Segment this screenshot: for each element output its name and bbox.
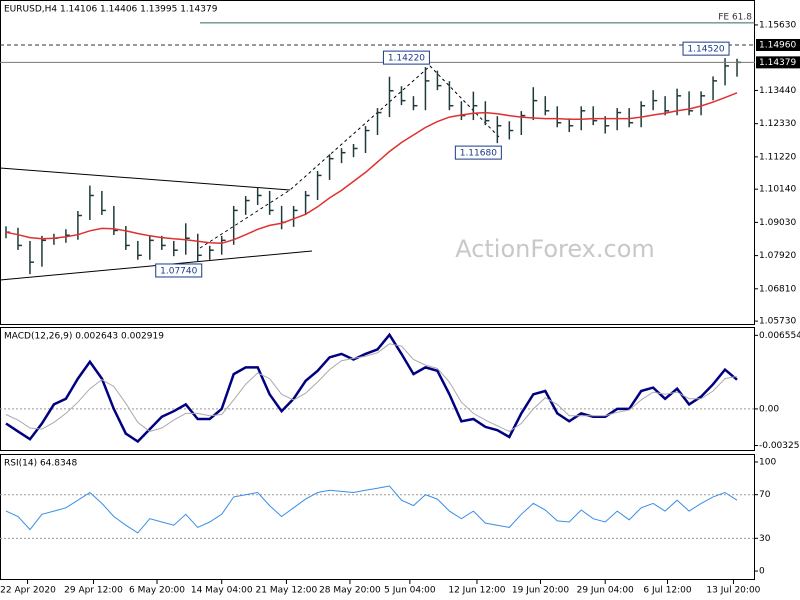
y-tick-label: 1.10140 bbox=[759, 185, 796, 195]
watermark: ActionForex.com bbox=[455, 235, 655, 263]
y-tick-label: 1.11220 bbox=[759, 152, 796, 162]
y-tick-label: 1.13440 bbox=[759, 86, 796, 96]
moving-average bbox=[5, 92, 738, 245]
x-tick-label: 21 May 12:00 bbox=[256, 586, 318, 596]
indicator-line bbox=[5, 343, 738, 432]
y-tick-label: 70 bbox=[759, 490, 771, 500]
x-tick-label: 5 Jun 04:00 bbox=[384, 586, 436, 596]
annotation-label: 1.14520 bbox=[687, 45, 724, 55]
macd-panel bbox=[0, 327, 755, 451]
y-tick-label: 30 bbox=[759, 534, 771, 544]
level-label-box bbox=[756, 56, 800, 69]
x-tick-label: 6 Jul 12:00 bbox=[643, 586, 692, 596]
x-tick-label: 12 Jun 12:00 bbox=[448, 586, 505, 596]
y-tick-label: 0.00 bbox=[759, 404, 779, 414]
y-tick-label: 1.06810 bbox=[759, 284, 796, 294]
indicator-line bbox=[5, 332, 738, 444]
annotation-box bbox=[682, 41, 730, 56]
y-tick-label: 1.07920 bbox=[759, 251, 796, 261]
x-tick-label: 13 Jul 20:00 bbox=[706, 586, 760, 596]
level-label: 1.14379 bbox=[759, 58, 796, 68]
rsi-header: RSI(14) 64.8348 bbox=[4, 459, 77, 469]
x-tick-label: 19 Jun 20:00 bbox=[512, 586, 569, 596]
y-tick-label: 100 bbox=[759, 457, 776, 467]
y-tick-label: 1.09030 bbox=[759, 218, 796, 228]
annotation-label: 1.11680 bbox=[460, 149, 497, 159]
x-tick-label: 28 May 20:00 bbox=[319, 586, 381, 596]
y-tick-label: 1.12330 bbox=[759, 119, 796, 129]
annotation-box bbox=[382, 50, 430, 65]
x-tick-label: 14 May 04:00 bbox=[191, 586, 253, 596]
annotation-box bbox=[155, 263, 203, 278]
x-tick-label: 6 May 20:00 bbox=[129, 586, 185, 596]
price-panel bbox=[0, 0, 755, 325]
x-tick-label: 22 Apr 2020 bbox=[0, 586, 56, 596]
y-tick-label: -0.003259 bbox=[759, 441, 800, 451]
annotation-label: 1.14220 bbox=[388, 54, 425, 64]
y-tick-label: 1.05730 bbox=[759, 317, 796, 327]
x-tick-label: 29 Apr 12:00 bbox=[64, 586, 123, 596]
annotation-box bbox=[454, 145, 502, 160]
indicator-line bbox=[5, 485, 738, 534]
zigzag-line bbox=[199, 65, 501, 249]
rsi-panel bbox=[0, 454, 755, 580]
y-tick-label: 0 bbox=[759, 567, 765, 577]
y-tick-label: 1.15630 bbox=[759, 20, 796, 30]
x-tick-label: 29 Jun 04:00 bbox=[577, 586, 634, 596]
annotation-label: 1.07740 bbox=[160, 266, 197, 276]
price-header: EURUSD,H4 1.14106 1.14406 1.13995 1.1437… bbox=[4, 5, 218, 15]
level-label-box bbox=[756, 38, 800, 51]
y-tick-label: 0.006554 bbox=[759, 331, 800, 341]
macd-header: MACD(12,26,9) 0.002643 0.002919 bbox=[4, 332, 164, 342]
level-label: 1.14960 bbox=[759, 40, 796, 50]
trend-line bbox=[0, 167, 291, 191]
fibo-label: FE 61.8 bbox=[718, 12, 752, 22]
